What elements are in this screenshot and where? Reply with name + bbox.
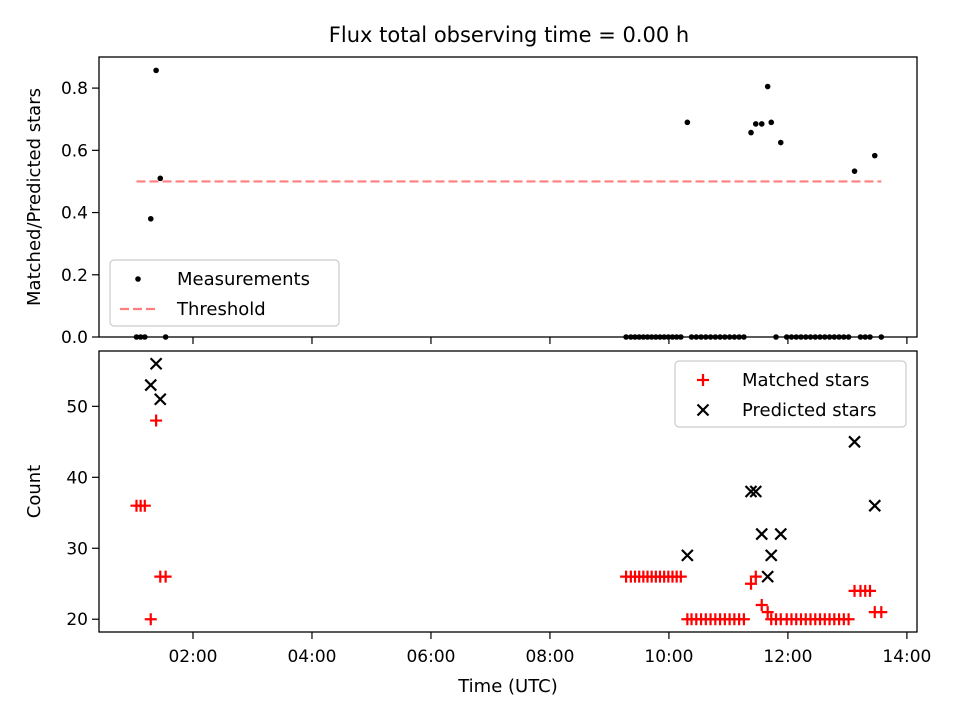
data-point bbox=[749, 570, 762, 583]
legend-label: Predicted stars bbox=[742, 400, 876, 421]
data-point bbox=[147, 215, 154, 222]
y-tick-label: 40 bbox=[66, 468, 88, 488]
legend-label: Threshold bbox=[176, 299, 266, 320]
data-point bbox=[758, 121, 765, 127]
legend-box bbox=[109, 259, 340, 327]
y-tick-label: 0.2 bbox=[61, 266, 88, 286]
x-axis-label: Time (UTC) bbox=[457, 676, 558, 697]
x-tick-label: 14:00 bbox=[882, 647, 931, 667]
y-tick-label: 0.8 bbox=[61, 79, 88, 99]
legend-label: Measurements bbox=[177, 269, 310, 290]
data-point bbox=[144, 378, 158, 392]
axes-frame bbox=[98, 56, 918, 338]
data-point bbox=[159, 570, 172, 583]
data-point bbox=[864, 584, 877, 597]
data-point bbox=[871, 152, 878, 159]
data-point bbox=[764, 83, 771, 90]
legend-box bbox=[674, 360, 907, 428]
data-point bbox=[149, 357, 163, 371]
y-tick-label: 0.4 bbox=[61, 204, 88, 224]
data-point bbox=[868, 499, 882, 512]
x-tick-label: 10:00 bbox=[644, 647, 693, 667]
data-point bbox=[842, 613, 855, 626]
data-point bbox=[674, 570, 687, 583]
data-point bbox=[761, 606, 774, 619]
y-axis-label: Matched/Predicted stars bbox=[24, 88, 45, 306]
legend: Measurements Threshold bbox=[109, 259, 340, 327]
data-point bbox=[848, 435, 861, 449]
legend: Matched stars Predicted stars bbox=[674, 360, 907, 428]
x-tick-label: 06:00 bbox=[406, 647, 455, 667]
x-tick-label: 02:00 bbox=[168, 647, 217, 667]
data-point bbox=[851, 168, 858, 174]
y-tick-label: 0.0 bbox=[61, 328, 88, 348]
x-tick-label: 08:00 bbox=[525, 647, 574, 667]
data-point bbox=[138, 499, 151, 512]
data-point bbox=[144, 613, 157, 626]
y-tick-label: 30 bbox=[66, 539, 88, 559]
data-point bbox=[150, 414, 163, 427]
data-point bbox=[157, 175, 164, 182]
data-point bbox=[748, 129, 754, 136]
data-point bbox=[681, 549, 694, 562]
data-point bbox=[875, 606, 888, 619]
legend-label: Matched stars bbox=[742, 370, 869, 391]
data-point bbox=[153, 67, 159, 74]
panel-counts: 20 30 40 50 02:00 04:00 06:00 08:00 10:00 12:00 14… bbox=[24, 350, 931, 697]
data-point bbox=[684, 119, 691, 126]
y-tick-label: 0.6 bbox=[61, 141, 88, 161]
data-point bbox=[777, 139, 784, 146]
data-point bbox=[745, 577, 758, 590]
data-point bbox=[749, 485, 763, 498]
chart-title: Flux total observing time = 0.00 h bbox=[329, 23, 689, 47]
x-tick-label: 12:00 bbox=[763, 647, 812, 667]
data-layer bbox=[130, 357, 888, 626]
data-point bbox=[761, 570, 774, 583]
axes-frame bbox=[98, 350, 918, 633]
panel-ratio: 0.0 0.2 0.4 0.6 0.8 Matched/Predicted stars Me… bbox=[24, 56, 918, 348]
series-predicted-stars bbox=[144, 357, 882, 583]
y-tick-label: 20 bbox=[66, 610, 88, 630]
data-point bbox=[774, 527, 788, 541]
data-point bbox=[744, 485, 758, 498]
data-point bbox=[768, 119, 775, 126]
legend-swatch-x bbox=[696, 403, 710, 417]
data-point bbox=[755, 527, 769, 541]
data-point bbox=[764, 549, 778, 562]
x-tick-label: 04:00 bbox=[287, 647, 336, 667]
y-tick-label: 50 bbox=[66, 397, 88, 417]
data-point bbox=[737, 613, 750, 626]
legend-swatch-plus bbox=[697, 374, 709, 386]
data-point bbox=[755, 599, 768, 612]
data-point bbox=[153, 392, 167, 406]
data-point bbox=[752, 121, 759, 127]
y-axis-label: Count bbox=[24, 465, 45, 518]
series-matched-stars bbox=[130, 414, 888, 626]
legend-swatch-dot bbox=[135, 276, 141, 282]
